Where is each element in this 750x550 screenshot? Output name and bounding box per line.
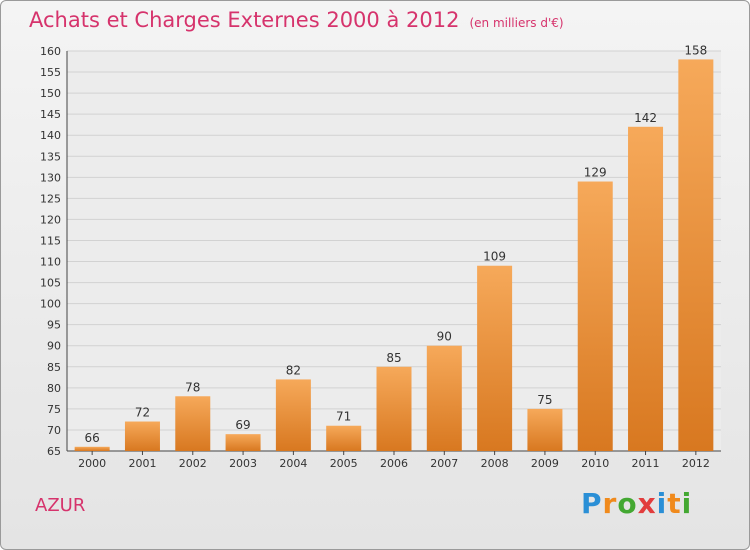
bar (628, 126, 664, 451)
bar-value-label: 142 (634, 111, 657, 125)
logo-letter: i (656, 487, 668, 520)
bar (225, 434, 261, 451)
y-tick-label: 75 (47, 403, 61, 416)
bar-value-label: 90 (437, 330, 452, 344)
chart-subtitle: (en milliers d'€) (469, 16, 564, 30)
y-tick-label: 70 (47, 424, 61, 437)
bar (527, 408, 563, 451)
chart-title: Achats et Charges Externes 2000 à 2012 (e… (29, 8, 564, 32)
bar-value-label: 69 (235, 418, 250, 432)
logo-letter: x (637, 487, 657, 520)
x-tick-label: 2010 (581, 457, 609, 470)
y-tick-label: 130 (40, 171, 61, 184)
x-tick-label: 2000 (78, 457, 106, 470)
bar-value-label: 158 (684, 43, 707, 57)
bar (326, 425, 362, 451)
x-tick-label: 2003 (229, 457, 257, 470)
x-tick-label: 2008 (481, 457, 509, 470)
bar (275, 379, 311, 451)
y-tick-label: 145 (40, 108, 61, 121)
bar-value-label: 75 (537, 393, 552, 407)
chart-title-text: Achats et Charges Externes 2000 à 2012 (29, 8, 460, 32)
bar-value-label: 66 (85, 431, 100, 445)
bar-value-label: 129 (584, 166, 607, 180)
logo-letter: P (581, 487, 603, 520)
y-tick-label: 160 (40, 45, 61, 58)
x-tick-label: 2004 (279, 457, 307, 470)
y-tick-label: 125 (40, 192, 61, 205)
bar-value-label: 71 (336, 410, 351, 424)
bar-value-label: 109 (483, 250, 506, 264)
bar (376, 366, 412, 451)
logo-letter: t (667, 487, 682, 520)
y-tick-label: 95 (47, 319, 61, 332)
labels: 65 70 75 80 85 90 95 100 105 110 115 120 125 130 135 14… (40, 43, 710, 470)
bar (577, 181, 613, 452)
y-tick-label: 85 (47, 361, 61, 374)
y-tick-label: 140 (40, 129, 61, 142)
x-tick-label: 2001 (128, 457, 156, 470)
bar (175, 396, 211, 451)
x-tick-label: 2002 (179, 457, 207, 470)
y-tick-label: 105 (40, 277, 61, 290)
bar (74, 446, 110, 451)
y-tick-label: 80 (47, 382, 61, 395)
logo-letter: o (617, 487, 638, 520)
bar-value-label: 85 (386, 351, 401, 365)
bar-value-label: 78 (185, 380, 200, 394)
bars (74, 59, 714, 452)
bar (124, 421, 160, 451)
commune-name: AZUR (35, 495, 86, 516)
x-tick-label: 2011 (632, 457, 660, 470)
x-tick-label: 2007 (430, 457, 458, 470)
y-tick-label: 90 (47, 340, 61, 353)
y-tick-label: 110 (40, 256, 61, 269)
x-tick-label: 2005 (330, 457, 358, 470)
bar (426, 345, 462, 451)
y-tick-label: 135 (40, 150, 61, 163)
logo-letter: i (681, 487, 693, 520)
bar-value-label: 82 (286, 363, 301, 377)
y-tick-label: 115 (40, 234, 61, 247)
x-tick-label: 2009 (531, 457, 559, 470)
y-tick-label: 150 (40, 87, 61, 100)
bar (477, 265, 513, 451)
logo-letter: r (602, 487, 618, 520)
x-tick-label: 2012 (682, 457, 710, 470)
proxiti-logo: Proxiti (581, 487, 692, 520)
y-tick-label: 65 (47, 445, 61, 458)
y-tick-label: 100 (40, 298, 61, 311)
y-tick-label: 120 (40, 213, 61, 226)
bar (678, 59, 714, 451)
bar-value-label: 72 (135, 406, 150, 420)
y-tick-label: 155 (40, 66, 61, 79)
x-tick-label: 2006 (380, 457, 408, 470)
